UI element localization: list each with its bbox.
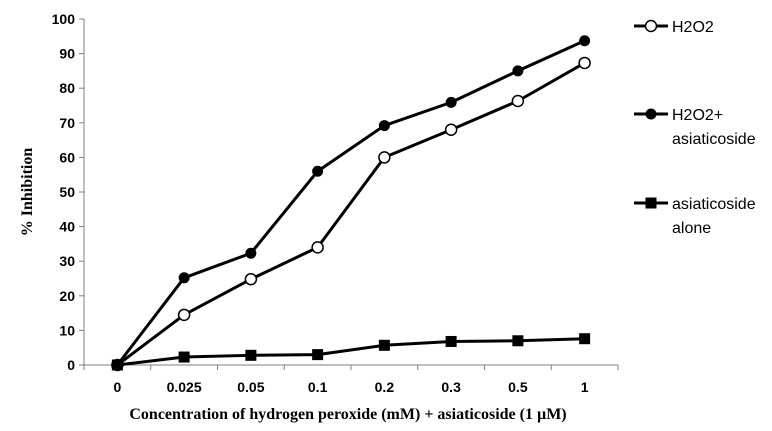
legend-item: asiaticoside alone xyxy=(634,196,756,237)
x-tick-label: 0.5 xyxy=(508,379,528,395)
data-point xyxy=(245,247,257,259)
y-tick-label: 100 xyxy=(52,11,76,27)
x-tick-label: 0.1 xyxy=(308,379,328,395)
series-1 xyxy=(111,56,591,372)
series-layer xyxy=(111,35,591,372)
x-tick-label: 0.2 xyxy=(375,379,395,395)
x-axis-ticks: 0 0.025 0.05 0.1 0.2 0.3 0.5 1 xyxy=(83,365,619,395)
x-tick-label: 0.025 xyxy=(167,379,202,395)
legend-label: asiaticoside xyxy=(672,131,756,148)
data-point xyxy=(177,308,191,322)
data-point xyxy=(311,241,324,254)
data-point xyxy=(445,96,457,108)
y-tick-label: 90 xyxy=(59,46,75,62)
data-point xyxy=(178,272,190,284)
y-tick-label: 40 xyxy=(59,219,75,235)
data-point xyxy=(579,333,591,345)
data-point xyxy=(378,339,390,351)
series-line xyxy=(116,39,586,366)
x-tick-label: 0 xyxy=(113,379,121,395)
y-axis-ticks: 0 10 20 30 40 50 60 70 80 90 100 xyxy=(52,11,84,373)
y-tick-label: 0 xyxy=(67,357,75,373)
legend-marker xyxy=(644,19,658,33)
legend-label: H2O2 xyxy=(672,19,714,36)
data-point xyxy=(178,351,190,363)
legend: H2O2 H2O2+ asiaticoside asiaticoside alone xyxy=(634,19,756,237)
data-point xyxy=(444,123,458,136)
legend-label: H2O2+ xyxy=(672,107,723,124)
series-line xyxy=(117,337,585,367)
y-tick-label: 20 xyxy=(59,288,75,304)
y-axis-title: % Inhibition xyxy=(19,148,36,237)
data-point xyxy=(111,359,123,371)
y-tick-label: 50 xyxy=(59,184,75,200)
data-point xyxy=(378,151,391,164)
x-tick-label: 0.3 xyxy=(441,379,461,395)
data-point xyxy=(578,56,591,70)
series-2 xyxy=(111,35,591,371)
data-point xyxy=(445,335,457,347)
series-line xyxy=(116,61,586,367)
legend-marker xyxy=(645,108,657,120)
x-tick-label: 0.05 xyxy=(237,379,264,395)
legend-marker xyxy=(645,197,657,209)
data-point xyxy=(245,349,257,361)
data-point xyxy=(512,335,524,347)
y-tick-label: 60 xyxy=(59,149,75,165)
legend-label: alone xyxy=(672,220,711,237)
y-tick-label: 70 xyxy=(59,115,75,131)
legend-item: H2O2 xyxy=(634,19,714,36)
data-point xyxy=(312,349,324,361)
plot-axes xyxy=(83,19,618,366)
x-axis-title: Concentration of hydrogen peroxide (mM) … xyxy=(129,406,566,423)
legend-label: asiaticoside xyxy=(672,196,756,213)
series-3 xyxy=(111,333,591,371)
data-point xyxy=(244,272,258,286)
data-point xyxy=(512,65,524,77)
data-point xyxy=(511,94,525,108)
y-tick-label: 30 xyxy=(59,253,75,269)
data-point xyxy=(378,120,390,132)
legend-item: H2O2+ asiaticoside xyxy=(634,107,756,148)
data-point xyxy=(312,165,324,177)
data-point xyxy=(579,35,591,47)
y-tick-label: 10 xyxy=(59,322,75,338)
y-tick-label: 80 xyxy=(59,80,75,96)
x-tick-label: 1 xyxy=(581,379,589,395)
